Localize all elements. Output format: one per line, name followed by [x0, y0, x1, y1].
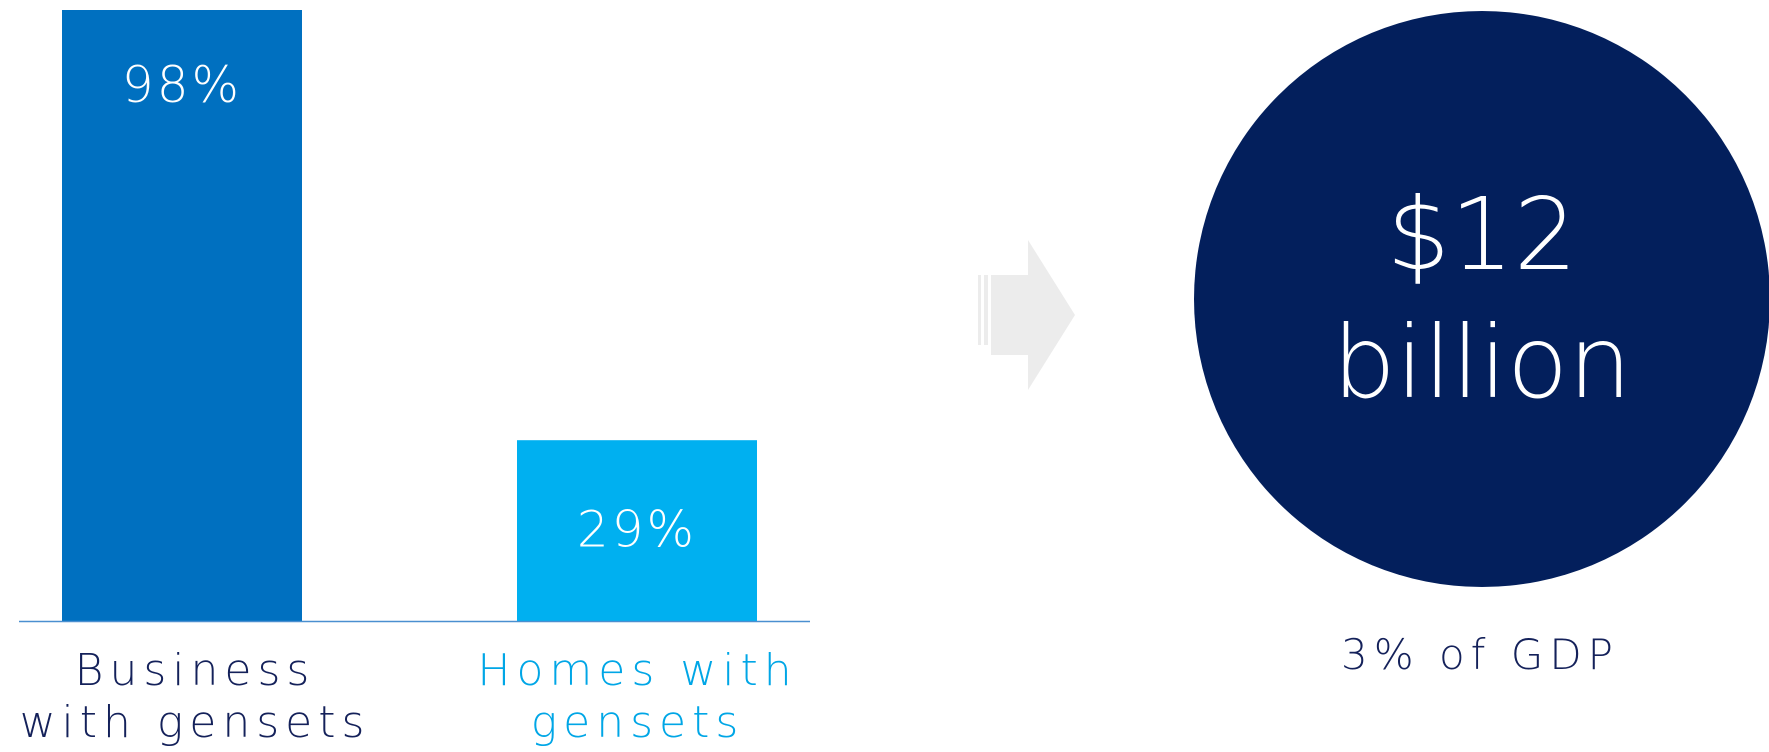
callout-unit: billion — [1332, 304, 1632, 421]
callout-amount: $12 — [1386, 176, 1578, 293]
bar-homes — [517, 440, 757, 621]
category-label-business: Business with gensets — [0, 645, 390, 749]
arrow-stripe-1 — [978, 275, 981, 345]
gdp-note: 3% of GDP — [1340, 630, 1620, 679]
category-label-business-line-2: with gensets — [19, 697, 371, 748]
value-callout-circle: $12 billion — [1194, 11, 1769, 587]
data-label-homes: 29% — [577, 501, 697, 559]
category-label-homes: Homes with gensets — [450, 645, 825, 749]
bar-business — [62, 10, 302, 621]
data-label-business: 98% — [122, 56, 242, 114]
arrow-body — [991, 240, 1075, 390]
right-arrow-icon — [978, 240, 1075, 390]
arrow-stripe-2 — [984, 275, 988, 345]
category-label-homes-line-1: Homes with — [477, 645, 798, 696]
category-label-homes-line-2: gensets — [530, 697, 745, 748]
category-label-business-line-1: Business — [74, 645, 316, 696]
bar-chart: 98% 29% — [19, 10, 810, 623]
